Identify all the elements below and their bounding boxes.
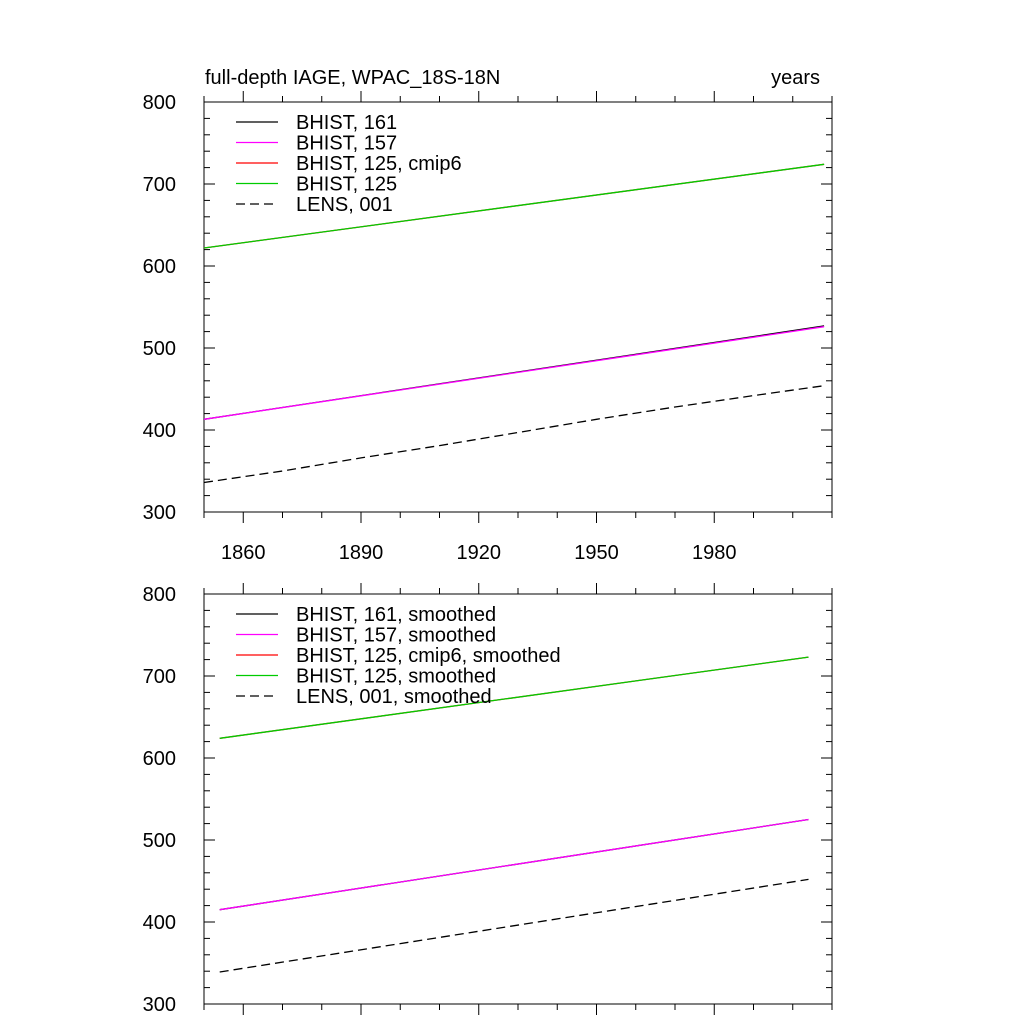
y-tick-label: 800 — [143, 584, 176, 606]
x-tick-label: 1980 — [692, 542, 737, 564]
legend-label: BHIST, 157 — [296, 133, 397, 155]
y-tick-label: 600 — [143, 256, 176, 278]
x-tick-label: 1890 — [339, 542, 384, 564]
x-tick-label: 1860 — [221, 542, 266, 564]
legend-label: BHIST, 125, cmip6 — [296, 153, 462, 175]
legend-label: LENS, 001 — [296, 194, 393, 216]
legend-label: BHIST, 161 — [296, 112, 397, 134]
y-tick-label: 800 — [143, 92, 176, 114]
x-tick-label: 1920 — [457, 542, 502, 564]
legend-label: BHIST, 157, smoothed — [296, 625, 496, 647]
series-line — [219, 818, 809, 911]
chart-units: years — [771, 67, 820, 89]
y-tick-label: 400 — [143, 912, 176, 934]
legend-label: BHIST, 125, smoothed — [296, 666, 496, 688]
series-line — [219, 878, 809, 973]
legend-label: BHIST, 125, cmip6, smoothed — [296, 645, 561, 667]
y-tick-label: 300 — [143, 502, 176, 524]
y-tick-label: 600 — [143, 748, 176, 770]
top-panel: 300 400 500 600 700 800 1860 1890 1920 1950 1980 BH… — [143, 91, 833, 564]
y-tick-label: 500 — [143, 830, 176, 852]
legend-label: BHIST, 125 — [296, 174, 397, 196]
y-tick-label: 500 — [143, 338, 176, 360]
chart-title: full-depth IAGE, WPAC_18S-18N — [205, 67, 500, 89]
y-tick-label: 700 — [143, 174, 176, 196]
legend-label: LENS, 001, smoothed — [296, 686, 492, 708]
y-tick-label: 400 — [143, 420, 176, 442]
y-tick-label: 700 — [143, 666, 176, 688]
y-tick-label: 300 — [143, 994, 176, 1016]
series-line — [203, 163, 825, 249]
series-line — [203, 385, 825, 484]
x-tick-label: 1950 — [574, 542, 619, 564]
series-line — [203, 326, 825, 420]
series-line — [219, 656, 809, 739]
legend-label: BHIST, 161, smoothed — [296, 604, 496, 626]
